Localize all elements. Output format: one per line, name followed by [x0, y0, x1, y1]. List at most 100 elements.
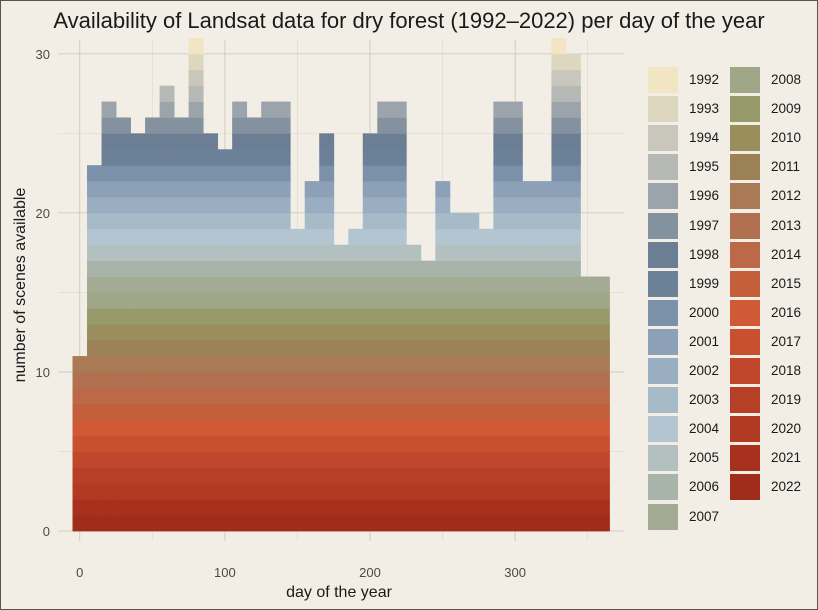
bar-segment: [348, 419, 364, 436]
bar-segment: [72, 435, 88, 452]
bar-segment: [435, 292, 451, 309]
bar-segment: [145, 260, 160, 277]
bar-segment: [116, 244, 131, 262]
bar-segment: [580, 340, 596, 357]
bar-segment: [145, 244, 160, 262]
bar-segment: [435, 467, 451, 484]
bar-segment: [275, 403, 291, 421]
bar-segment: [290, 244, 306, 262]
bar-segment: [145, 228, 160, 246]
bar-segment: [145, 212, 160, 230]
bar-segment: [261, 308, 277, 325]
bar-segment: [594, 435, 610, 452]
bar-segment: [130, 340, 146, 357]
bar-segment: [522, 403, 538, 421]
bar-segment: [87, 467, 102, 484]
bar-segment: [304, 515, 320, 532]
bar-segment: [203, 467, 219, 484]
bar-segment: [435, 244, 451, 262]
bar-segment: [362, 451, 378, 468]
bar-segment: [101, 292, 117, 309]
bar-segment: [246, 212, 262, 230]
bar-segment: [536, 197, 552, 214]
bar-segment: [478, 403, 494, 421]
bar-segment: [478, 356, 494, 373]
bar-segment: [493, 483, 509, 500]
bar-segment: [217, 403, 233, 421]
bar-segment: [261, 515, 277, 532]
legend-swatch: [730, 387, 760, 414]
bar-segment: [203, 308, 219, 325]
bar-segment: [116, 483, 131, 500]
bar-segment: [159, 419, 175, 436]
bar-segment: [478, 483, 494, 500]
bar-segment: [159, 387, 175, 405]
bar-segment: [522, 387, 538, 405]
bar-segment: [188, 356, 204, 373]
bar-segment: [130, 371, 146, 389]
bar-segment: [362, 133, 378, 150]
bar-segment: [536, 276, 552, 293]
bar-segment: [565, 85, 581, 102]
bar-segment: [275, 451, 291, 468]
bar-segment: [580, 276, 596, 293]
bar-segment: [536, 340, 552, 357]
bar-segment: [565, 133, 581, 150]
bar-segment: [188, 53, 204, 71]
bar-segment: [319, 324, 335, 341]
bar-segment: [188, 260, 204, 277]
bar-segment: [188, 181, 204, 198]
legend-swatch: [730, 445, 760, 472]
bar-segment: [391, 483, 407, 500]
bar-segment: [594, 324, 610, 341]
bar-segment: [304, 292, 320, 309]
bar-segment: [551, 324, 567, 341]
bar-segment: [449, 515, 465, 532]
bar-segment: [130, 435, 146, 452]
bar-segment: [188, 212, 204, 230]
bar-segment: [145, 324, 160, 341]
bar-segment: [362, 181, 378, 198]
bar-segment: [261, 117, 277, 134]
bar-segment: [536, 244, 552, 262]
bar-segment: [478, 419, 494, 436]
bar-segment: [203, 499, 219, 516]
bar-segment: [362, 403, 378, 421]
bar-segment: [145, 515, 160, 532]
bar-segment: [377, 292, 393, 309]
bar-segment: [87, 403, 102, 421]
bar-segment: [290, 308, 306, 325]
bar-segment: [246, 387, 262, 405]
bar-segment: [261, 149, 277, 166]
bar-segment: [290, 451, 306, 468]
bar-segment: [522, 419, 538, 436]
bar-segment: [464, 324, 480, 341]
bar-segment: [101, 499, 117, 516]
bar-segment: [188, 37, 204, 55]
legend-swatch: [648, 241, 678, 268]
bar-segment: [406, 483, 422, 500]
bar-segment: [174, 117, 190, 134]
bar-segment: [188, 499, 204, 516]
legend-swatch: [730, 299, 760, 326]
bar-segment: [246, 117, 262, 134]
bar-segment: [72, 467, 88, 484]
legend-swatch: [648, 125, 678, 152]
bar-segment: [493, 419, 509, 436]
bar-segment: [101, 117, 117, 134]
bar-segment: [580, 387, 596, 405]
legend-label: 1999: [689, 275, 720, 291]
bar-segment: [435, 387, 451, 405]
bar-segment: [522, 276, 538, 293]
bar-segment: [87, 340, 102, 357]
bar-segment: [232, 244, 248, 262]
legend-label: 2002: [689, 363, 720, 378]
bar-segment: [174, 165, 190, 182]
y-axis-ticks: 0 10 20 30: [36, 47, 50, 539]
bar-segment: [232, 117, 248, 134]
bar-segment: [188, 324, 204, 341]
bar-segment: [435, 212, 451, 230]
bar-segment: [101, 371, 117, 389]
bar-segment: [362, 419, 378, 436]
bar-segment: [580, 483, 596, 500]
